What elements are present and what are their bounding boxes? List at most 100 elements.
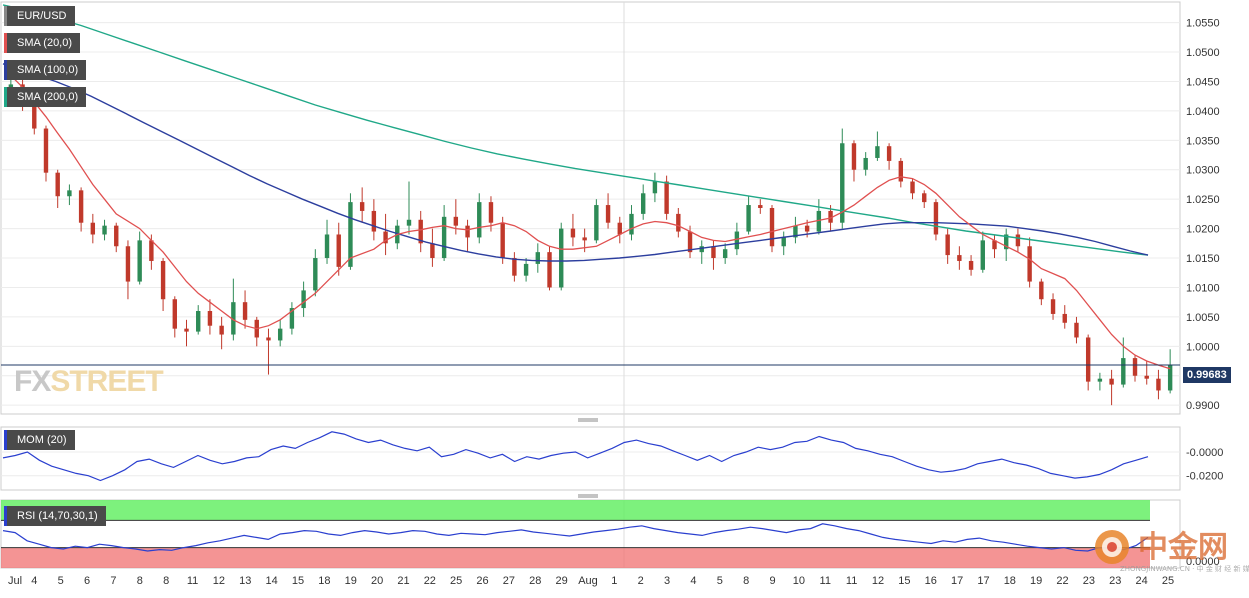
mom-line <box>2 431 1149 482</box>
candle-body <box>922 193 927 203</box>
x-axis-label: 8 <box>137 575 143 587</box>
candle-body <box>172 299 177 329</box>
candle-body <box>1039 281 1044 300</box>
candle-body <box>348 202 353 267</box>
legend-sma20: SMA (20,0) <box>4 33 81 53</box>
x-axis-label: 7 <box>110 575 116 587</box>
x-axis-label: 5 <box>717 575 723 587</box>
candle-body <box>547 252 552 288</box>
candle-body <box>1015 234 1021 247</box>
x-axis-label: 27 <box>503 575 515 587</box>
candle-body <box>78 190 84 223</box>
candle-body <box>383 231 388 244</box>
x-axis-label: 18 <box>1004 575 1016 587</box>
x-axis-label: 19 <box>345 575 357 587</box>
sma20-line <box>10 75 1171 370</box>
candle-body <box>1144 375 1149 379</box>
candle-body <box>746 205 751 232</box>
candle-body <box>430 243 435 259</box>
x-axis-label: 5 <box>58 575 64 587</box>
candle-body <box>32 99 37 129</box>
candle-body <box>149 240 154 261</box>
candle-body <box>1097 378 1103 382</box>
price-tick-label: 1.0000 <box>1186 341 1220 353</box>
x-axis-label: 9 <box>769 575 775 587</box>
x-axis-label: 3 <box>664 575 670 587</box>
candle-body <box>90 222 96 235</box>
candle-body <box>594 205 599 241</box>
x-axis-label: 8 <box>743 575 749 587</box>
x-axis-label: 23 <box>1109 575 1121 587</box>
candle-body <box>67 190 72 197</box>
legend-sma100: SMA (100,0) <box>4 60 87 80</box>
candle-body <box>441 216 447 259</box>
candle-body <box>676 213 681 232</box>
candle-body <box>160 260 166 300</box>
price-tick-label: 1.0400 <box>1186 106 1220 118</box>
candle-body <box>957 255 962 261</box>
candle-body <box>43 128 49 173</box>
candle-body <box>640 193 646 214</box>
candle-body <box>359 202 365 211</box>
candle-body <box>406 219 412 226</box>
logo-subtext: ZHONGJINWANG.CN · 中 金 财 经 新 媒 体 <box>1120 565 1249 573</box>
candle-body <box>734 231 740 250</box>
x-axis-label: 11 <box>846 575 857 587</box>
candle-body <box>945 234 950 256</box>
candle-body <box>711 246 716 259</box>
candle-body <box>535 252 541 264</box>
candle-body <box>629 213 634 235</box>
x-axis-label: 17 <box>977 575 989 587</box>
mom-panel <box>0 426 1181 491</box>
candle-body <box>301 290 306 309</box>
candle-body <box>1004 234 1009 250</box>
x-axis-label: 19 <box>1030 575 1042 587</box>
x-axis-label: 21 <box>397 575 409 587</box>
candle-body <box>816 210 822 232</box>
legend-pair: EUR/USD <box>4 6 75 26</box>
candle-body <box>840 143 845 223</box>
candle-body <box>324 234 330 259</box>
candle-body <box>418 219 423 244</box>
x-axis-label: 18 <box>318 575 330 587</box>
candle-body <box>184 328 189 332</box>
candle-body <box>1132 358 1138 376</box>
candle-body <box>863 157 868 170</box>
x-axis-label: 4 <box>690 575 696 587</box>
candle-body <box>898 160 904 182</box>
price-tick-label: 1.0250 <box>1186 194 1220 206</box>
candle-body <box>289 308 295 329</box>
legend-rsi: RSI (14,70,30,1) <box>4 506 106 526</box>
candle-body <box>125 246 131 282</box>
price-tick-label: 0.9900 <box>1186 400 1220 412</box>
candle-body <box>933 202 939 235</box>
x-axis-label: 14 <box>266 575 278 587</box>
candle-body <box>722 249 728 259</box>
x-axis-label: 11 <box>820 575 831 587</box>
candle-body <box>828 210 833 223</box>
candle-body <box>886 146 892 161</box>
candle-body <box>910 181 915 194</box>
zhongjin-logo: 中金网 ZHONGJINWANG.CN · 中 金 财 经 新 媒 体 <box>1090 520 1249 580</box>
candle-body <box>55 172 60 197</box>
x-axis-label: 25 <box>450 575 462 587</box>
candle-body <box>758 205 763 208</box>
x-axis-label: 22 <box>1056 575 1068 587</box>
candle-body <box>1027 246 1032 282</box>
price-tick-label: 1.0050 <box>1186 312 1220 324</box>
candle-body <box>196 311 201 332</box>
candle-body <box>266 337 271 341</box>
logo-text: 中金网 <box>1138 530 1228 565</box>
x-axis-label: 22 <box>424 575 436 587</box>
x-axis-label: 12 <box>213 575 225 587</box>
candle-body <box>804 225 810 232</box>
rsi-oversold-zone <box>1 547 1150 568</box>
x-axis-label: 20 <box>371 575 383 587</box>
x-axis-label: 11 <box>187 575 198 587</box>
candle-body <box>1156 378 1161 391</box>
sma200-line <box>2 4 1149 256</box>
price-tick-label: 1.0150 <box>1186 253 1220 265</box>
candle-body <box>137 240 142 282</box>
